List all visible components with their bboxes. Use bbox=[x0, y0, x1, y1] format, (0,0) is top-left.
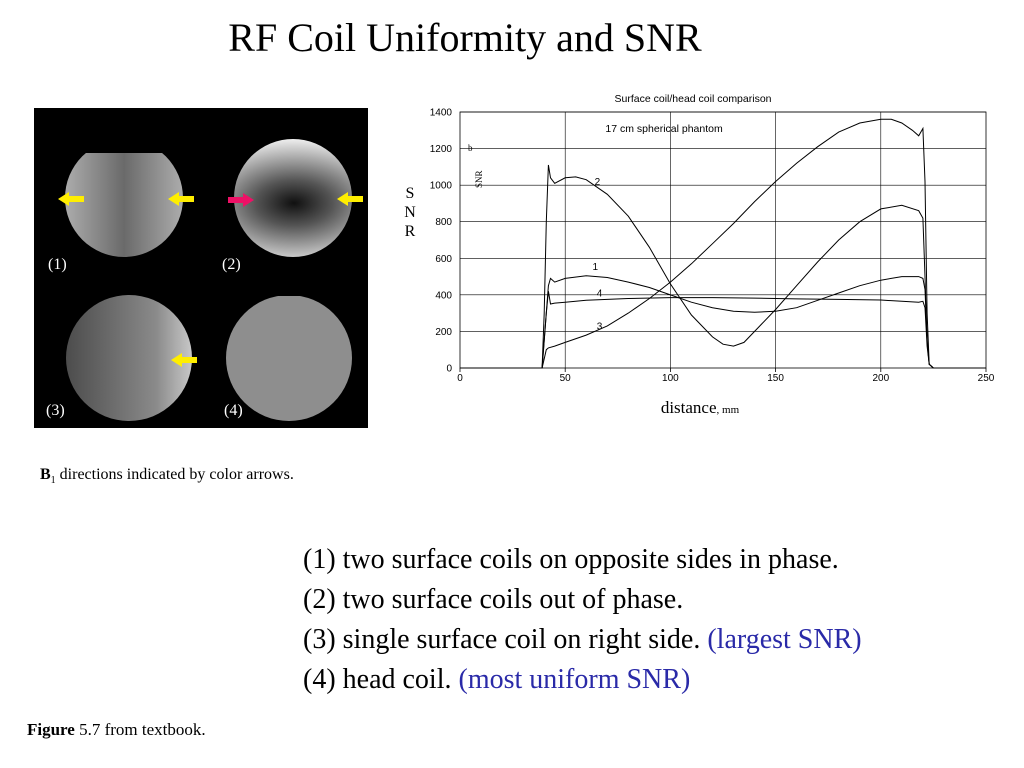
image-label-1: (1) bbox=[48, 256, 67, 273]
series-line-2 bbox=[460, 164, 986, 369]
series-label-4: 4 bbox=[597, 289, 603, 300]
phantom-image-2 bbox=[234, 139, 352, 257]
inner-ylabel: SNR bbox=[474, 170, 484, 188]
slide-title: RF Coil Uniformity and SNR bbox=[228, 15, 702, 60]
yellow-arrow-icon bbox=[337, 192, 363, 206]
description-list: (1) two surface coils on opposite sides … bbox=[303, 540, 862, 700]
series-line-4 bbox=[460, 291, 986, 369]
figure-caption-bold: Figure bbox=[27, 720, 75, 739]
yellow-arrow-icon bbox=[58, 192, 84, 206]
description-text: (4) head coil. bbox=[303, 664, 459, 695]
description-text: (3) single surface coil on right side. bbox=[303, 624, 708, 655]
x-tick-label: 50 bbox=[560, 373, 572, 384]
description-item: (4) head coil. (most uniform SNR) bbox=[303, 660, 862, 700]
chart-annotation: 17 cm spherical phantom bbox=[605, 123, 723, 135]
figure-caption-text: 5.7 from textbook. bbox=[74, 720, 206, 739]
y-tick-label: 1400 bbox=[430, 108, 453, 119]
description-item: (2) two surface coils out of phase. bbox=[303, 580, 862, 620]
description-item: (1) two surface coils on opposite sides … bbox=[303, 540, 862, 580]
description-text: (2) two surface coils out of phase. bbox=[303, 584, 684, 615]
series-label-3: 3 bbox=[597, 322, 603, 333]
chart-ylabel: S N R bbox=[404, 185, 416, 240]
b1-symbol: B bbox=[40, 466, 51, 483]
snr-chart-svg: 0 200 400 600 800 1000 1200 1400 0 50 100 150 200 250… bbox=[430, 93, 995, 384]
phantom-image-1 bbox=[65, 153, 183, 257]
x-tick-label: 100 bbox=[662, 373, 679, 384]
image-label-2: (2) bbox=[222, 256, 241, 273]
phantom-image-4 bbox=[226, 296, 352, 421]
series-label-1: 1 bbox=[593, 262, 599, 273]
x-tick-label: 150 bbox=[767, 373, 784, 384]
x-tick-label: 200 bbox=[872, 373, 889, 384]
chart-xlabel-text: distance bbox=[660, 398, 717, 417]
chart-title: Surface coil/head coil comparison bbox=[615, 93, 772, 105]
description-item: (3) single surface coil on right side. (… bbox=[303, 620, 862, 660]
description-text: (1) two surface coils on opposite sides … bbox=[303, 544, 839, 575]
mri-image-panel: (1) (2) (3) (4) bbox=[34, 108, 368, 428]
description-emphasis: (largest SNR) bbox=[707, 624, 862, 655]
x-tick-label: 0 bbox=[457, 373, 463, 384]
red-arrow-icon bbox=[228, 193, 254, 207]
b1-subscript: 1 bbox=[50, 475, 56, 487]
panel-letter: b bbox=[468, 143, 473, 153]
description-emphasis: (most uniform SNR) bbox=[458, 664, 691, 695]
y-tick-label: 1000 bbox=[430, 181, 453, 192]
y-tick-label: 1200 bbox=[430, 144, 453, 155]
chart-xlabel-unit: , mm bbox=[716, 404, 740, 416]
series-label-2: 2 bbox=[595, 177, 601, 188]
y-tick-label: 800 bbox=[435, 217, 452, 228]
y-tick-label: 0 bbox=[446, 364, 452, 375]
b1-caption-text: directions indicated by color arrows. bbox=[55, 466, 294, 483]
y-tick-label: 200 bbox=[435, 327, 452, 338]
image-label-3: (3) bbox=[46, 402, 65, 419]
y-tick-label: 600 bbox=[435, 254, 452, 265]
x-tick-label: 250 bbox=[978, 373, 995, 384]
b1-caption: B1 directions indicated by color arrows. bbox=[40, 466, 294, 486]
chart-xlabel: distance, mm bbox=[600, 398, 800, 418]
yellow-arrow-icon bbox=[168, 192, 194, 206]
series-line-3 bbox=[460, 118, 986, 369]
plot-frame bbox=[459, 111, 987, 369]
snr-chart: 0 200 400 600 800 1000 1200 1400 0 50 100 150 200 250… bbox=[400, 88, 1000, 428]
figure-caption: Figure 5.7 from textbook. bbox=[27, 720, 206, 740]
y-tick-label: 400 bbox=[435, 290, 452, 301]
phantom-image-3 bbox=[66, 295, 192, 421]
image-label-4: (4) bbox=[224, 402, 243, 419]
mri-images bbox=[58, 139, 363, 421]
yellow-arrow-icon bbox=[171, 353, 197, 367]
series-line-1 bbox=[460, 275, 986, 369]
